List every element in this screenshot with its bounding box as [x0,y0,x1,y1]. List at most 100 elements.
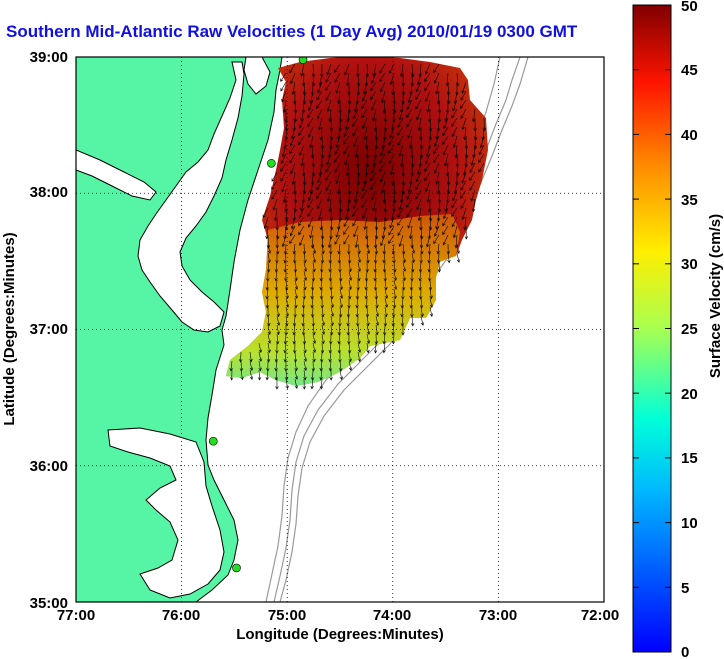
velocity-arrow [379,162,386,172]
velocity-arrow [389,216,395,229]
velocity-arrow [388,225,395,236]
velocity-arrow [356,315,360,327]
velocity-arrow [416,162,422,176]
velocity-arrow [267,243,272,254]
velocity-arrow [319,288,324,300]
velocity-arrow [427,252,431,264]
velocity-arrow [267,315,271,327]
velocity-arrow [346,315,350,327]
velocity-arrow [338,306,343,318]
velocity-arrow [310,378,314,390]
velocity-arrow [406,198,413,208]
velocity-arrow [352,108,359,120]
velocity-arrow [362,207,368,220]
velocity-arrow [330,306,335,317]
velocity-arrow [352,198,359,210]
velocity-arrow [345,72,350,87]
velocity-arrow [436,252,441,264]
velocity-arrow [356,324,361,336]
velocity-arrow [347,252,352,264]
x-tick-label: 75:00 [268,607,306,624]
potomac-river [76,149,157,201]
velocity-arrow [407,216,413,229]
velocity-arrow [276,306,280,318]
velocity-arrow [344,117,350,131]
velocity-arrow [379,63,386,74]
velocity-arrow [266,261,271,273]
velocity-arrow [321,243,325,255]
velocity-arrow [419,144,424,159]
velocity-arrow [328,351,332,363]
velocity-arrow [433,153,440,164]
velocity-arrow [339,369,343,381]
velocity-arrow [411,252,415,264]
velocity-arrow [290,126,296,140]
velocity-arrow [375,297,379,309]
velocity-arrow [409,288,413,300]
velocity-arrow [357,342,362,353]
velocity-arrow [280,171,287,182]
velocity-arrow [265,288,269,300]
velocity-arrow [419,297,424,309]
velocity-arrow [300,63,305,77]
velocity-arrow [426,189,431,203]
velocity-arrow [328,360,333,372]
velocity-arrow [364,270,369,282]
velocity-arrow [417,207,422,222]
velocity-arrow [335,171,341,184]
velocity-arrow [343,234,350,245]
velocity-arrow [407,126,413,139]
velocity-arrow [283,261,287,273]
velocity-arrow [388,144,395,154]
velocity-arrow [442,144,449,156]
velocity-arrow [348,351,352,363]
velocity-arrow [352,126,359,137]
velocity-arrow [283,252,287,264]
velocity-arrow [352,117,359,127]
velocity-arrow [451,126,458,138]
velocity-arrow [301,306,305,318]
velocity-arrow [373,234,378,249]
velocity-arrow [298,207,305,219]
velocity-arrow [282,189,287,204]
velocity-arrow [415,189,422,200]
velocity-arrow [300,198,305,212]
velocity-arrow [285,378,289,390]
velocity-arrow [437,261,442,273]
velocity-arrow [425,180,431,193]
velocity-arrow [328,261,332,273]
x-tick-labels: 77:00 76:00 75:00 74:00 73:00 72:00 [57,607,619,624]
velocity-arrow [436,90,441,105]
velocity-arrow [302,378,306,390]
station-marker [232,563,241,573]
velocity-arrow [289,63,296,74]
velocity-arrow [326,63,332,76]
velocity-arrow [327,234,332,249]
velocity-arrow [290,216,296,230]
velocity-arrow [307,216,314,228]
velocity-arrow [283,342,287,354]
velocity-arrow [249,369,254,380]
velocity-arrow [452,225,458,239]
velocity-arrow [347,342,352,354]
velocity-arrow [379,153,386,164]
velocity-arrow [442,135,449,146]
velocity-arrow [384,306,388,318]
velocity-arrow [348,261,352,273]
velocity-arrow [444,153,449,167]
velocity-arrow [312,333,317,344]
velocity-arrow [456,243,461,255]
velocity-arrow [309,180,314,194]
velocity-arrow [346,306,351,318]
velocity-arrow [238,351,243,363]
velocity-arrow [442,126,449,137]
velocity-arrow [325,72,332,83]
velocity-arrow [321,315,326,326]
radar-stations [208,57,308,573]
velocity-arrow [419,288,423,300]
velocity-arrow [337,243,341,255]
velocity-arrow [363,171,368,185]
velocity-arrow [383,108,388,123]
velocity-arrow [283,333,288,345]
velocity-arrow [410,162,414,177]
